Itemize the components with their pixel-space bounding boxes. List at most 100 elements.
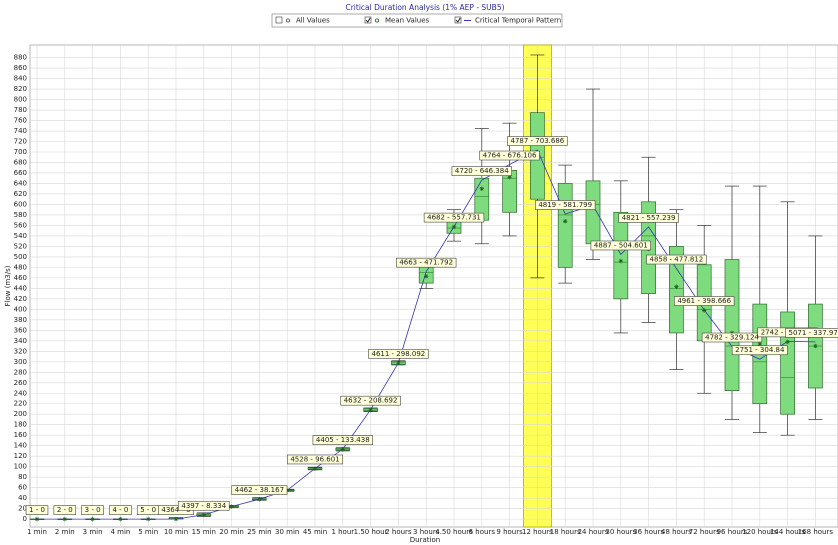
data-label: 4961 - 398.666 bbox=[677, 297, 731, 305]
mean-marker bbox=[674, 284, 679, 289]
data-label: 4821 - 557.239 bbox=[622, 214, 676, 222]
mean-marker bbox=[257, 497, 262, 502]
data-label-group: 4819 - 581.799 bbox=[535, 200, 596, 210]
data-label-box bbox=[451, 166, 512, 176]
data-label: 4782 - 329.124 bbox=[705, 334, 759, 342]
y-tick-label: 240 bbox=[14, 389, 27, 397]
y-tick-label: 60 bbox=[18, 484, 27, 492]
mean-marker bbox=[618, 258, 623, 264]
data-label: 4397 - 8.334 bbox=[181, 502, 226, 510]
y-tick-label: 380 bbox=[14, 316, 27, 324]
legend-label: Critical Temporal Pattern bbox=[475, 17, 561, 25]
x-tick-label: 6 hours bbox=[469, 528, 496, 536]
data-label-group: 4720 - 646.384 bbox=[451, 166, 512, 176]
data-label: 4787 - 703.686 bbox=[511, 137, 565, 145]
data-label: 2 - 0 bbox=[57, 506, 73, 514]
data-label: 4682 - 557.731 bbox=[427, 214, 481, 222]
data-label-box bbox=[396, 257, 457, 268]
data-label: 5 - 0 bbox=[140, 506, 156, 514]
y-tick-label: 300 bbox=[14, 358, 27, 366]
chart-title: Critical Duration Analysis (1% AEP - SUB… bbox=[345, 3, 504, 12]
data-label: 4819 - 581.799 bbox=[538, 201, 592, 209]
y-tick-label: 600 bbox=[14, 200, 27, 208]
data-label-box bbox=[618, 213, 679, 223]
x-tick-label: 9 hours bbox=[496, 528, 523, 536]
mean-marker bbox=[201, 512, 206, 518]
x-tick-label: 4.50 hours bbox=[435, 528, 473, 536]
data-label-group: 2751 - 304.84 bbox=[731, 345, 788, 356]
box bbox=[557, 183, 573, 268]
data-label: 4528 - 96.601 bbox=[290, 455, 339, 463]
data-label-group: 1 - 0 bbox=[25, 505, 49, 515]
y-tick-label: 860 bbox=[14, 64, 27, 72]
data-label: 4764 - 676.106 bbox=[483, 152, 537, 160]
y-tick-label: 820 bbox=[14, 85, 27, 93]
y-tick-label: 780 bbox=[14, 106, 27, 114]
data-label-group: 5 - 0 bbox=[136, 505, 160, 515]
y-tick-label: 760 bbox=[14, 117, 27, 125]
x-tick-label: 30 hours bbox=[605, 528, 636, 536]
y-tick-label: 40 bbox=[18, 494, 27, 502]
data-label: 4364 - 0 bbox=[161, 506, 190, 514]
y-tick-label: 360 bbox=[14, 326, 27, 334]
data-label: 4462 - 38.167 bbox=[235, 486, 284, 494]
data-label: 5071 - 337.972 bbox=[789, 329, 838, 337]
data-label: 3 - 0 bbox=[85, 506, 101, 514]
y-tick-label: 460 bbox=[14, 274, 27, 282]
data-label: 4632 - 208.692 bbox=[344, 397, 398, 405]
data-label-group: 4397 - 8.334 bbox=[178, 500, 230, 511]
x-tick-label: 45 min bbox=[303, 528, 327, 536]
x-tick-label: 4 min bbox=[110, 528, 130, 536]
data-label-box bbox=[674, 296, 735, 306]
mean-marker bbox=[229, 504, 234, 509]
box bbox=[418, 264, 434, 284]
x-axis-label: Duration bbox=[410, 536, 440, 544]
y-tick-label: 420 bbox=[14, 295, 27, 303]
x-tick-label: 18 hours bbox=[550, 528, 581, 536]
x-tick-label: 25 min bbox=[247, 528, 271, 536]
x-tick-label: 1 hour bbox=[331, 528, 354, 536]
y-tick-label: 80 bbox=[18, 473, 27, 481]
data-label-box bbox=[312, 435, 373, 445]
x-tick-label: 10 min bbox=[164, 528, 188, 536]
data-label-group: 4961 - 398.666 bbox=[674, 296, 735, 306]
y-tick-label: 120 bbox=[14, 452, 27, 460]
box bbox=[780, 311, 795, 415]
y-tick-label: 320 bbox=[14, 347, 27, 355]
y-tick-label: 700 bbox=[14, 148, 27, 156]
data-label-box bbox=[231, 485, 288, 495]
data-label-box bbox=[53, 505, 77, 515]
legend bbox=[271, 13, 563, 28]
mean-marker bbox=[702, 308, 707, 313]
box bbox=[585, 180, 601, 245]
data-label-box bbox=[178, 500, 230, 511]
mean-marker bbox=[340, 447, 345, 452]
x-tick-label: 144 hours bbox=[770, 528, 806, 536]
mean-marker bbox=[62, 516, 67, 522]
data-label-group: 4632 - 208.692 bbox=[340, 395, 401, 406]
mean-marker bbox=[396, 360, 401, 366]
y-tick-label: 100 bbox=[14, 463, 27, 471]
legend-swatch bbox=[374, 18, 379, 23]
mean-marker bbox=[90, 516, 95, 522]
x-tick-label: 120 hours bbox=[742, 528, 778, 536]
data-label-group: 4 - 0 bbox=[109, 505, 132, 515]
data-label-box bbox=[340, 395, 401, 406]
legend-swatch bbox=[285, 18, 290, 23]
legend-check bbox=[455, 17, 461, 23]
data-label: 2751 - 304.84 bbox=[735, 346, 785, 354]
data-label-box bbox=[731, 345, 788, 356]
data-label-box bbox=[646, 254, 707, 265]
data-label-group: 4782 - 329.124 bbox=[701, 332, 763, 343]
y-tick-label: 740 bbox=[14, 127, 27, 135]
mean-marker bbox=[368, 407, 373, 413]
mean-marker bbox=[424, 274, 429, 279]
data-label-group: 2 - 0 bbox=[53, 505, 77, 515]
x-tick-label: 72 hours bbox=[689, 528, 720, 536]
x-tick-label: 168 hours bbox=[798, 528, 834, 536]
y-tick-label: 400 bbox=[14, 305, 27, 313]
y-tick-label: 140 bbox=[14, 442, 27, 450]
box bbox=[613, 211, 629, 300]
y-tick-label: 260 bbox=[14, 379, 27, 387]
mean-marker bbox=[34, 516, 40, 522]
